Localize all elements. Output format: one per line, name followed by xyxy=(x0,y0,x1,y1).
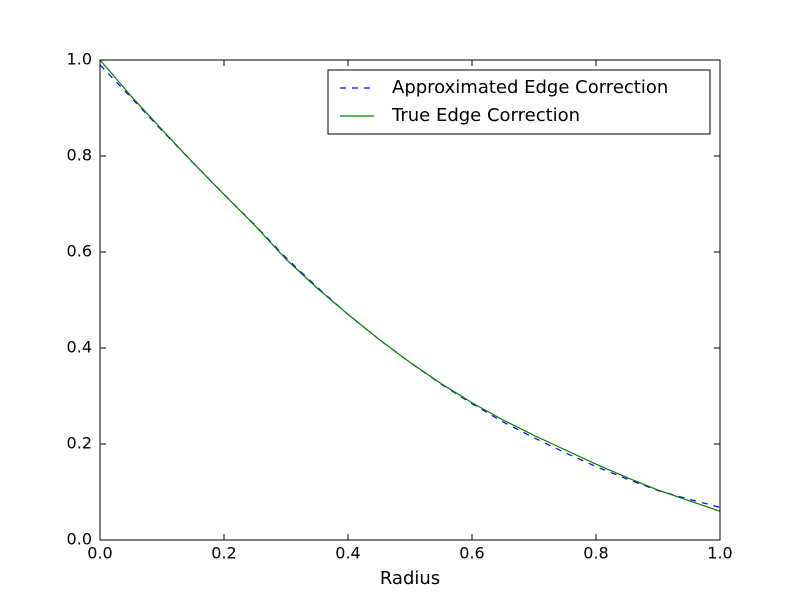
y-tick-label: 0.6 xyxy=(67,242,92,261)
plot-frame xyxy=(99,59,721,541)
y-tick-label: 0.0 xyxy=(67,530,92,549)
x-tick-label: 0.2 xyxy=(211,544,236,563)
y-tick-label: 0.2 xyxy=(67,434,92,453)
x-tick-label: 0.8 xyxy=(583,544,608,563)
x-tick-label: 0.0 xyxy=(87,544,112,563)
legend: Approximated Edge Correction True Edge Co… xyxy=(327,69,711,135)
y-tick-label: 0.8 xyxy=(67,146,92,165)
series-line xyxy=(99,59,721,512)
legend-label: Approximated Edge Correction xyxy=(392,77,668,98)
x-axis-label: Radius xyxy=(380,568,440,589)
x-tick-label: 1.0 xyxy=(707,544,732,563)
y-tick-label: 1.0 xyxy=(67,50,92,69)
x-tick-label: 0.6 xyxy=(459,544,484,563)
x-tick-label: 0.4 xyxy=(335,544,360,563)
legend-label: True Edge Correction xyxy=(391,105,580,126)
legend-box xyxy=(327,69,711,135)
y-tick-label: 0.4 xyxy=(67,338,92,357)
